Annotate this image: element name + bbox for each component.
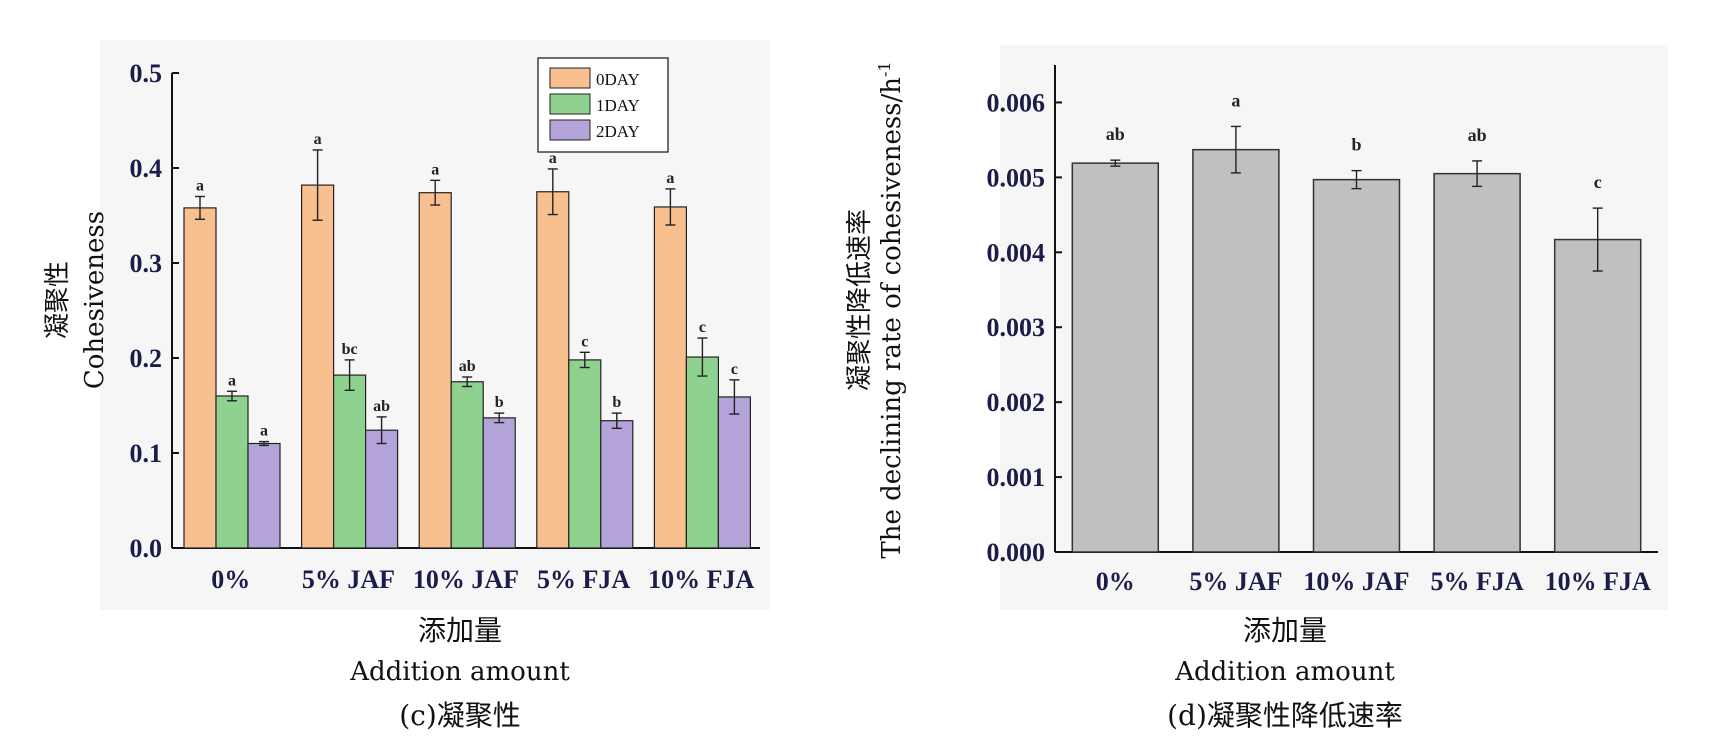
chart-d-x-tick-label: 5% JAF (1189, 567, 1282, 596)
chart-c-x-tick-label: 0% (211, 565, 250, 594)
chart-d-bar (1192, 148, 1280, 553)
chart-c-legend-swatch (549, 67, 591, 89)
chart-d-y-axis-label-zh: 凝聚性降低速率 (845, 209, 875, 391)
chart-c-bar (717, 396, 752, 549)
chart-c-significance-label: a (260, 423, 268, 440)
chart-c-y-axis-label-zh: 凝聚性 (43, 261, 73, 339)
chart-c-significance-label: b (612, 394, 621, 411)
chart-c-y-tick-label: 0.4 (130, 154, 163, 183)
chart-c-y-tick-label: 0.2 (130, 344, 163, 373)
chart-d-y-tick-label: 0.001 (987, 463, 1046, 492)
chart-c-bar (536, 191, 570, 549)
chart-d-x-tick-label: 5% FJA (1431, 567, 1524, 596)
chart-d-y-tick-label: 0.005 (987, 163, 1046, 192)
chart-c-significance-label: a (228, 372, 236, 389)
chart-c-bar (301, 184, 335, 549)
chart-c-significance-label: bc (342, 341, 358, 358)
chart-c-y-tick-label: 0.5 (130, 59, 163, 88)
chart-c-significance-label: c (699, 319, 706, 336)
chart-c-bar (685, 356, 720, 549)
chart-d-significance-label: ab (1106, 124, 1125, 144)
chart-d-y-tick-label: 0.000 (987, 538, 1046, 567)
chart-c-x-tick-label: 10% FJA (648, 565, 754, 594)
chart-d-bar (1553, 238, 1642, 553)
chart-c-x-tick-label: 5% FJA (537, 565, 630, 594)
chart-c-bar (333, 374, 367, 549)
chart-c-legend-swatch (549, 119, 591, 141)
chart-c-bar (482, 417, 516, 549)
chart-d-y-tick-label: 0.003 (987, 313, 1046, 342)
chart-c-bar (600, 420, 634, 549)
chart-d-bar (1071, 162, 1160, 553)
chart-c-significance-label: a (314, 131, 322, 148)
chart-c-y-tick-label: 0.0 (130, 534, 163, 563)
chart-d-x-axis-label-en: Addition amount (1174, 657, 1395, 687)
chart-d-x-axis-label-zh: 添加量 (1243, 614, 1327, 647)
chart-c-bar (653, 206, 688, 549)
chart-c-significance-label: c (581, 333, 588, 350)
chart-c-bar (365, 429, 399, 549)
chart-c-y-tick-label: 0.1 (130, 439, 163, 468)
chart-c-legend-label: 0DAY (596, 70, 640, 89)
chart-d-x-tick-label: 10% JAF (1303, 567, 1409, 596)
chart-c-bar (450, 381, 484, 549)
chart-c-bar (247, 442, 281, 549)
chart-d-significance-label: c (1594, 172, 1602, 192)
chart-d-bar (1312, 178, 1401, 553)
chart-c-x-axis-label-zh: 添加量 (418, 614, 502, 647)
chart-d-y-axis-label-superscript: -1 (875, 61, 894, 77)
chart-c-legend-swatch (549, 93, 591, 115)
chart-c-legend-label: 1DAY (596, 96, 640, 115)
chart-c-y-axis-label-en: Cohesiveness (80, 211, 110, 389)
chart-d-x-tick-label: 0% (1096, 567, 1135, 596)
chart-c-significance-label: b (495, 394, 504, 411)
chart-c-legend-label: 2DAY (596, 122, 640, 141)
chart-d-significance-label: b (1351, 135, 1361, 155)
chart-c-x-tick-label: 5% JAF (302, 565, 395, 594)
chart-c-caption: (c)凝聚性 (399, 699, 521, 732)
chart-d-significance-label: a (1231, 90, 1240, 110)
chart-c-significance-label: a (431, 161, 439, 178)
chart-c-significance-label: c (731, 361, 738, 378)
chart-d-y-axis-label-en: The declining rate of cohesiveness/h-1 (875, 61, 907, 558)
chart-c-x-axis-label-en: Addition amount (349, 657, 570, 687)
chart-c-significance-label: a (196, 178, 204, 195)
chart-d-significance-label: ab (1468, 125, 1487, 145)
chart-c-bar (183, 207, 217, 549)
chart-d-y-axis-label-en-text: The declining rate of cohesiveness/h (877, 77, 907, 559)
chart-d-x-tick-label: 10% FJA (1545, 567, 1651, 596)
chart-d-y-tick-label: 0.006 (987, 88, 1046, 117)
chart-c-significance-label: ab (459, 358, 476, 375)
chart-d-y-tick-label: 0.002 (987, 388, 1046, 417)
chart-d-caption: (d)凝聚性降低速率 (1167, 699, 1403, 732)
chart-c-significance-label: a (666, 170, 674, 187)
chart-c-significance-label: a (549, 150, 557, 167)
chart-c-bar (568, 359, 602, 549)
chart-d-bar (1433, 172, 1521, 553)
chart-d: 0.0000.0010.0020.0030.0040.0050.006ab0%a… (845, 61, 1658, 732)
chart-c-bar (215, 395, 249, 549)
chart-d-y-tick-label: 0.004 (987, 238, 1046, 267)
chart-c-y-tick-label: 0.3 (130, 249, 163, 278)
chart-c-x-tick-label: 10% JAF (413, 565, 519, 594)
chart-c-bar (418, 192, 452, 549)
chart-c-significance-label: ab (373, 398, 390, 415)
